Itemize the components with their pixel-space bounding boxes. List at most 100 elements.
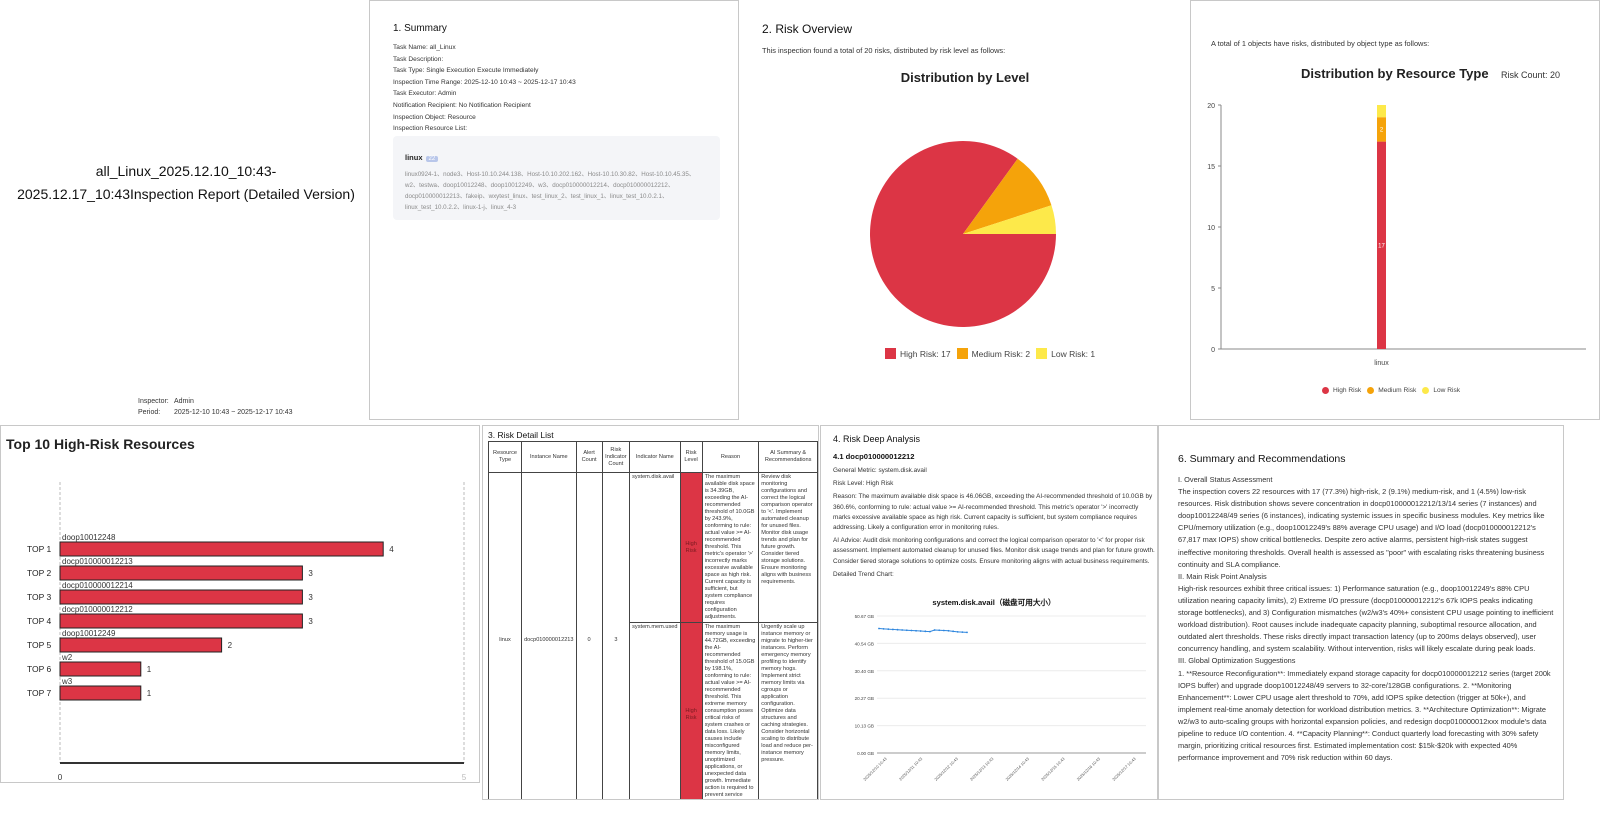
- x-tick-label: 2025/12/15 10:43: [1040, 756, 1066, 782]
- column-header: Alert Count: [575, 441, 603, 473]
- y-tick-label: 5: [1211, 286, 1215, 293]
- legend-label: High Risk: [1333, 387, 1362, 394]
- bar-rank-label: TOP 3: [27, 592, 52, 602]
- cell-indicator-count: 3: [601, 472, 631, 799]
- y-tick-label: 15: [1207, 164, 1215, 171]
- x-tick-label: 2025/12/10 10:43: [862, 756, 888, 782]
- bar-data-label: 17: [1378, 243, 1385, 249]
- bar-data-label: 2: [1380, 127, 1384, 133]
- restype-chart-title: Distribution by Resource Type: [1301, 66, 1489, 81]
- deep-heading: 4. Risk Deep Analysis: [833, 434, 921, 444]
- y-tick-label: 30.40 GB: [855, 669, 874, 674]
- legend-label: Low Risk: [1433, 387, 1461, 394]
- trend-point: [947, 629, 950, 632]
- trend-point: [891, 628, 894, 631]
- pie-chart-title: Distribution by Level: [900, 70, 1030, 85]
- top10-bar-chart: 0 5 doop10012248 TOP 1 4 docp010000012213 TOP …: [27, 482, 467, 782]
- x-category-label: linux: [1374, 360, 1389, 367]
- deep-level: Risk Level: High Risk: [833, 480, 894, 488]
- legend-swatch: [1367, 387, 1375, 394]
- recs-body: I. Overall Status Assessment The inspecti…: [1178, 474, 1558, 764]
- summary-row: Task Description:: [393, 55, 444, 63]
- bar-segment-medium-risk: [1377, 117, 1386, 142]
- bar-rank-label: TOP 5: [27, 640, 52, 650]
- overview-heading: 2. Risk Overview: [762, 22, 853, 36]
- recs-heading: 6. Summary and Recommendations: [1178, 453, 1346, 465]
- trend-point: [933, 629, 936, 631]
- summary-rows: Task Name: all_Linux Task Description: Tas…: [393, 42, 576, 135]
- y-tick-label: 0.00 GB: [857, 751, 874, 756]
- summary-page: 1. Summary Task Name: all_Linux Task Desc…: [369, 0, 739, 420]
- restype-intro: A total of 1 objects have risks, distrib…: [1211, 39, 1430, 48]
- risk-count-label: Risk Count: 20: [1501, 70, 1561, 80]
- cell-ai-summary: Urgently scale up instance memory or mig…: [758, 622, 818, 799]
- table-row: system.mem.used High Risk The maximum me…: [489, 622, 818, 799]
- inspector-label: Inspector:: [138, 398, 169, 405]
- risk-detail-page: 3. Risk Detail List Resource Type Instanc…: [482, 425, 819, 800]
- bar: [59, 637, 223, 653]
- summary-row: Task Name: all_Linux: [393, 44, 456, 51]
- legend-item: Medium Risk: 2: [956, 348, 1030, 359]
- x-tick-label: 0: [58, 773, 63, 782]
- bar-rank-label: TOP 1: [27, 544, 52, 554]
- legend-swatch: [1322, 387, 1329, 394]
- cell-instance: docp010000012213: [521, 472, 577, 799]
- trend-point: [929, 630, 931, 633]
- recommendations-page: 6. Summary and Recommendations I. Overal…: [1158, 425, 1564, 800]
- resource-items: linux0924-1、node3、Host-10.10.244.138、Hos…: [405, 171, 695, 211]
- cell-indicator: system.disk.avail: [629, 472, 681, 623]
- bar-value-label: 3: [308, 617, 313, 626]
- cell-risk-level: High Risk: [679, 472, 703, 623]
- bar: [59, 613, 303, 629]
- top10-page: Top 10 High-Risk Resources 0 5 doop1001224…: [0, 425, 480, 783]
- cover-meta: Inspector: Admin Period: 2025-12-10 10:43 …: [138, 396, 293, 418]
- bar-rank-label: TOP 2: [27, 568, 52, 578]
- legend-swatch: [1036, 348, 1048, 359]
- trend-chart-title: system.disk.avail（磁盘可用大小）: [932, 598, 1056, 607]
- bar-rank-label: TOP 6: [27, 664, 52, 674]
- bar-rank-label: TOP 7: [27, 688, 52, 698]
- column-header: AI Summary & Recommendations: [758, 441, 818, 473]
- trend-point: [956, 630, 959, 633]
- deep-reason: Reason: The maximum available disk space…: [833, 493, 1153, 532]
- table-header-row: Resource Type Instance Name Alert Count Ris…: [487, 441, 818, 473]
- trend-point: [896, 628, 899, 631]
- cell-indicator: system.mem.used: [629, 622, 681, 799]
- legend-swatch: [1422, 387, 1430, 394]
- pie-slice-high-risk: [870, 140, 1056, 327]
- summary-row: Inspection Resource List:: [393, 125, 468, 133]
- deep-advice: AI Advice: Audit disk monitoring configu…: [833, 537, 1155, 565]
- x-tick-label: 2025/12/17 10:43: [1111, 756, 1137, 782]
- disk-trend-line-chart: 0.00 GB 10.13 GB 20.27 GB 30.40 GB 40.54 GB 5…: [855, 614, 1146, 782]
- trend-point: [961, 631, 964, 634]
- resource-type-page: A total of 1 objects have risks, distrib…: [1190, 0, 1600, 420]
- restype-legend: High Risk Medium Risk Low Risk: [1322, 387, 1466, 396]
- bar-segment-high-risk: [1377, 141, 1386, 349]
- bar-value-label: 4: [389, 545, 394, 554]
- report-title: all_Linux_2025.12.10_10:43- 2025.12.17_1…: [14, 160, 358, 206]
- recs-paragraph: III. Global Optimization Suggestions: [1178, 656, 1296, 666]
- summary-row: Task Executor: Admin: [393, 90, 457, 98]
- bar-value-label: 3: [308, 593, 313, 602]
- y-tick-label: 0: [1211, 347, 1215, 354]
- trend-point: [910, 629, 913, 632]
- recs-paragraph: High-risk resources exhibit three critic…: [1178, 583, 1554, 654]
- legend-swatch: [956, 348, 968, 359]
- bar-value-label: 2: [228, 641, 233, 650]
- legend-swatch: [885, 348, 896, 359]
- deep-subheading: 4.1 docp010000012212: [833, 452, 915, 461]
- deep-trend-label: Detailed Trend Chart:: [833, 570, 894, 578]
- y-tick-label: 10: [1207, 225, 1215, 232]
- cell-alert-count: 0: [575, 472, 603, 799]
- cell-resource-type: linux: [487, 472, 523, 799]
- x-tick-label: 2025/12/14 10:43: [1004, 756, 1030, 782]
- y-tick-label: 20.27 GB: [855, 696, 874, 701]
- pie-legend: High Risk: 17 Medium Risk: 2 Low Risk: 1: [885, 348, 1101, 361]
- summary-heading: 1. Summary: [393, 23, 447, 34]
- report-title-line1: all_Linux_2025.12.10_10:43-: [95, 163, 277, 179]
- legend-item: Medium Risk: [1367, 387, 1416, 394]
- column-header: Indicator Name: [629, 441, 681, 473]
- bar-resource-name: w3: [61, 677, 73, 686]
- recs-paragraph: II. Main Risk Point Analysis: [1178, 571, 1267, 581]
- trend-point: [901, 629, 904, 631]
